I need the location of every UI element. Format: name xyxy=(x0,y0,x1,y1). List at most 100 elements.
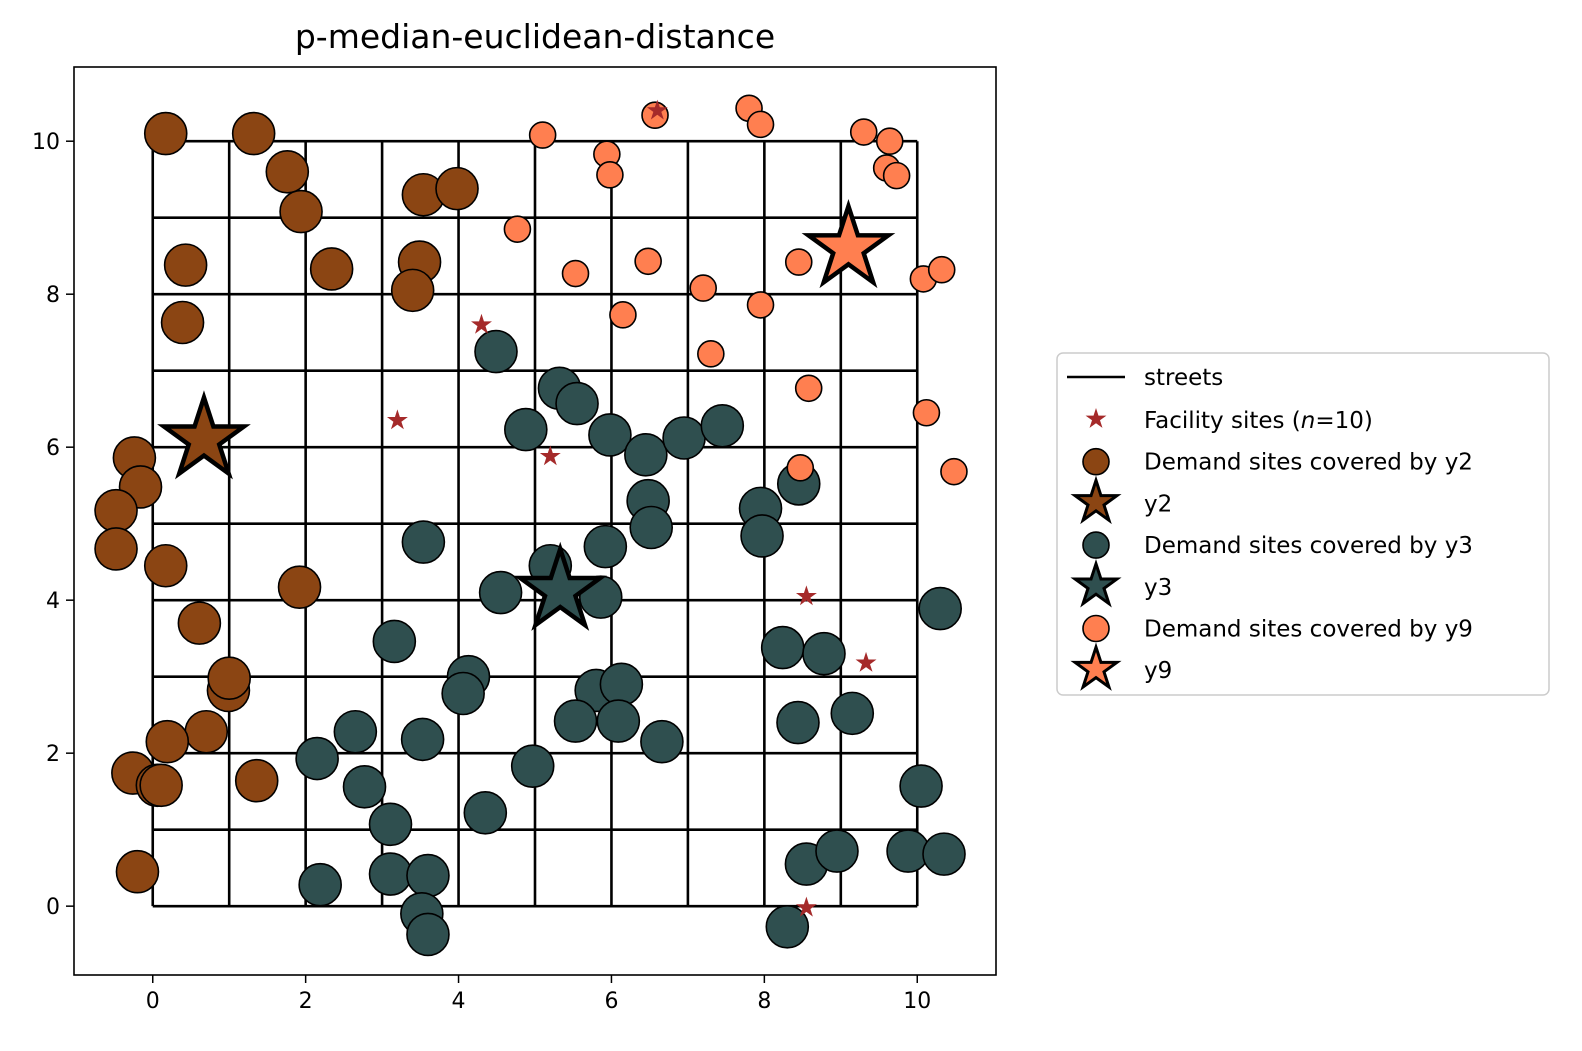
legend-demand-label-y9: Demand sites covered by y9 xyxy=(1144,617,1473,643)
demand-site-y3 xyxy=(342,765,387,809)
legend-facility-label-y3: y3 xyxy=(1144,575,1172,601)
legend-facility-label-y2: y2 xyxy=(1144,491,1172,517)
legend-frame xyxy=(1056,352,1550,696)
demand-site-y3 xyxy=(368,802,413,847)
demand-site-y3 xyxy=(504,407,548,452)
demand-site-y3 xyxy=(629,505,674,550)
demand-site-y9 xyxy=(786,454,815,482)
demand-site-y3 xyxy=(740,514,784,558)
y-axis: 0 2 4 6 8 10 xyxy=(32,130,74,920)
y-tick-label: 4 xyxy=(46,589,60,614)
demand-site-y9 xyxy=(875,127,904,156)
legend-facility-label-y9: y9 xyxy=(1144,658,1172,684)
demand-site-y9 xyxy=(940,457,968,486)
x-axis: 0 2 4 6 8 10 xyxy=(146,975,931,1014)
demand-site-y9 xyxy=(927,255,956,284)
demand-site-y2 xyxy=(234,758,279,803)
selected-facility-y9 xyxy=(801,199,896,289)
demand-site-y3 xyxy=(662,416,706,460)
legend-facility-sites-label: Facility sites (n=10) xyxy=(1144,408,1373,434)
demand-site-y3 xyxy=(596,699,641,743)
demand-site-y2 xyxy=(279,189,323,234)
demand-site-y3 xyxy=(368,852,413,896)
legend: streets Facility sites (n=10) Demand site… xyxy=(1056,352,1550,696)
demand-site-y9 xyxy=(849,118,878,146)
demand-site-y3 xyxy=(333,709,378,754)
demand-site-y3 xyxy=(599,662,644,707)
demand-site-y9 xyxy=(609,301,637,329)
demand-site-y9 xyxy=(634,247,662,276)
demand-site-y3 xyxy=(510,744,555,788)
demand-site-y3 xyxy=(765,905,810,949)
demand-site-y3 xyxy=(463,791,508,835)
legend-facility-swatch-y2 xyxy=(1070,475,1122,525)
demand-site-y3 xyxy=(918,586,962,631)
demand-site-y3 xyxy=(401,520,446,564)
selected-facility-y3 xyxy=(513,541,608,631)
demand-site-y2 xyxy=(309,247,354,291)
facility-site-marker xyxy=(855,651,877,672)
facility-site-marker xyxy=(386,409,408,430)
demand-site-y2 xyxy=(184,709,229,754)
plot-frame xyxy=(73,66,997,976)
demand-site-y9 xyxy=(746,110,775,139)
demand-site-y2 xyxy=(94,488,138,533)
demand-site-y3 xyxy=(406,912,450,957)
facility-site-marker xyxy=(795,896,817,917)
demand-site-y9 xyxy=(596,161,624,189)
legend-demand-swatch-y9 xyxy=(1082,614,1110,643)
demand-site-y3 xyxy=(588,413,632,457)
demand-site-y3 xyxy=(555,381,599,426)
facility-site-marker xyxy=(539,445,561,466)
facility-sites-layer xyxy=(157,99,896,917)
demand-site-y3 xyxy=(802,631,846,676)
demand-site-y3 xyxy=(400,717,445,762)
demand-site-y3 xyxy=(474,329,518,374)
legend-demand-swatch-y2 xyxy=(1082,447,1110,476)
demand-site-y3 xyxy=(700,403,745,448)
y-tick-label: 6 xyxy=(46,436,60,461)
demand-site-y2 xyxy=(277,565,322,609)
x-tick-label: 2 xyxy=(299,989,313,1014)
x-tick-label: 4 xyxy=(452,989,466,1014)
legend-facility-swatch-y3 xyxy=(1070,558,1122,608)
demand-site-y2 xyxy=(390,268,435,313)
y-tick-label: 0 xyxy=(46,895,60,920)
facility-site-marker xyxy=(646,99,668,120)
selected-facility-y2 xyxy=(157,390,251,480)
demand-site-y3 xyxy=(406,853,450,898)
demand-site-y3 xyxy=(295,736,339,781)
demand-site-y3 xyxy=(815,829,859,873)
legend-facility-swatch-y9 xyxy=(1070,642,1122,691)
demand-site-y3 xyxy=(441,671,485,716)
legend-demand-label-y3: Demand sites covered by y3 xyxy=(1144,533,1473,559)
demand-site-y2 xyxy=(435,166,479,211)
demand-site-y3 xyxy=(372,619,417,664)
demand-site-y2 xyxy=(177,601,222,645)
demand-site-y3 xyxy=(776,700,820,745)
facility-site-marker xyxy=(471,313,492,334)
demand-site-y2 xyxy=(94,527,138,571)
facility-site-marker xyxy=(795,585,817,606)
demand-site-y2 xyxy=(145,719,190,764)
chart-title: p-median-euclidean-distance xyxy=(295,17,775,56)
demand-site-y2 xyxy=(163,243,208,287)
demand-site-y3 xyxy=(760,625,805,670)
x-tick-label: 8 xyxy=(757,989,771,1014)
demand-site-y2 xyxy=(143,111,188,156)
legend-facility-sites-swatch xyxy=(1085,408,1107,428)
y-tick-label: 8 xyxy=(46,283,60,308)
demand-site-y2 xyxy=(207,656,251,700)
legend-demand-swatch-y3 xyxy=(1082,531,1110,559)
demand-site-y3 xyxy=(478,570,523,615)
demand-sites-layer xyxy=(94,94,968,957)
demand-site-y9 xyxy=(784,248,813,276)
demand-site-y9 xyxy=(503,215,532,243)
demand-site-y9 xyxy=(697,340,725,368)
demand-site-y9 xyxy=(528,121,557,149)
demand-site-y2 xyxy=(265,149,310,194)
plot-area xyxy=(94,94,968,957)
demand-site-y3 xyxy=(624,433,668,477)
demand-site-y2 xyxy=(231,111,276,156)
